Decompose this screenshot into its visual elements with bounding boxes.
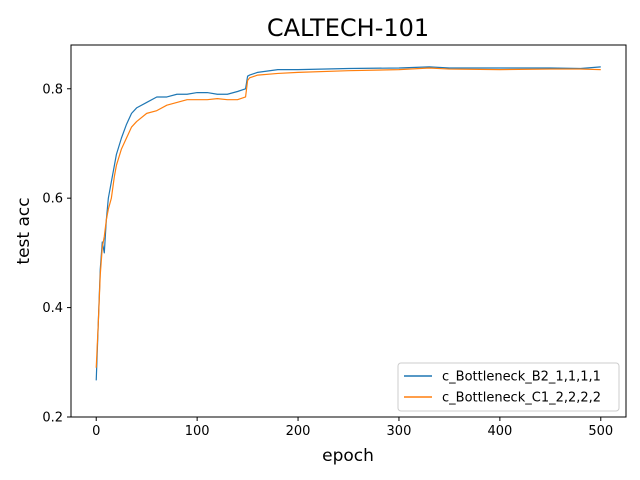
y-tick-label: 0.6 (42, 192, 63, 207)
y-tick-label: 0.4 (42, 301, 63, 316)
series-line-2 (95, 67, 601, 368)
x-axis: 0 100 200 300 400 500 (92, 417, 613, 439)
series-line-1 (95, 66, 601, 381)
legend-label-2: c_Bottleneck_C1_2,2,2,2 (442, 391, 601, 406)
x-tick-label: 100 (185, 424, 210, 439)
y-axis-label: test acc (14, 197, 34, 264)
x-axis-label: epoch (322, 446, 374, 466)
plot-area (95, 66, 601, 381)
x-tick-label: 400 (487, 424, 512, 439)
legend-label-1: c_Bottleneck_B2_1,1,1,1 (442, 370, 601, 385)
x-tick-label: 200 (286, 424, 311, 439)
y-tick-label: 0.2 (42, 411, 63, 426)
legend-box (397, 362, 620, 412)
x-tick-label: 500 (588, 424, 613, 439)
legend: c_Bottleneck_B2_1,1,1,1 c_Bottleneck_C1_2… (397, 362, 620, 412)
x-tick-label: 300 (387, 424, 412, 439)
plot-frame (70, 44, 627, 418)
x-tick-label: 0 (92, 424, 100, 439)
chart-title: CALTECH-101 (267, 14, 429, 42)
y-tick-label: 0.8 (42, 82, 63, 97)
y-axis: 0.2 0.4 0.6 0.8 (42, 82, 71, 426)
